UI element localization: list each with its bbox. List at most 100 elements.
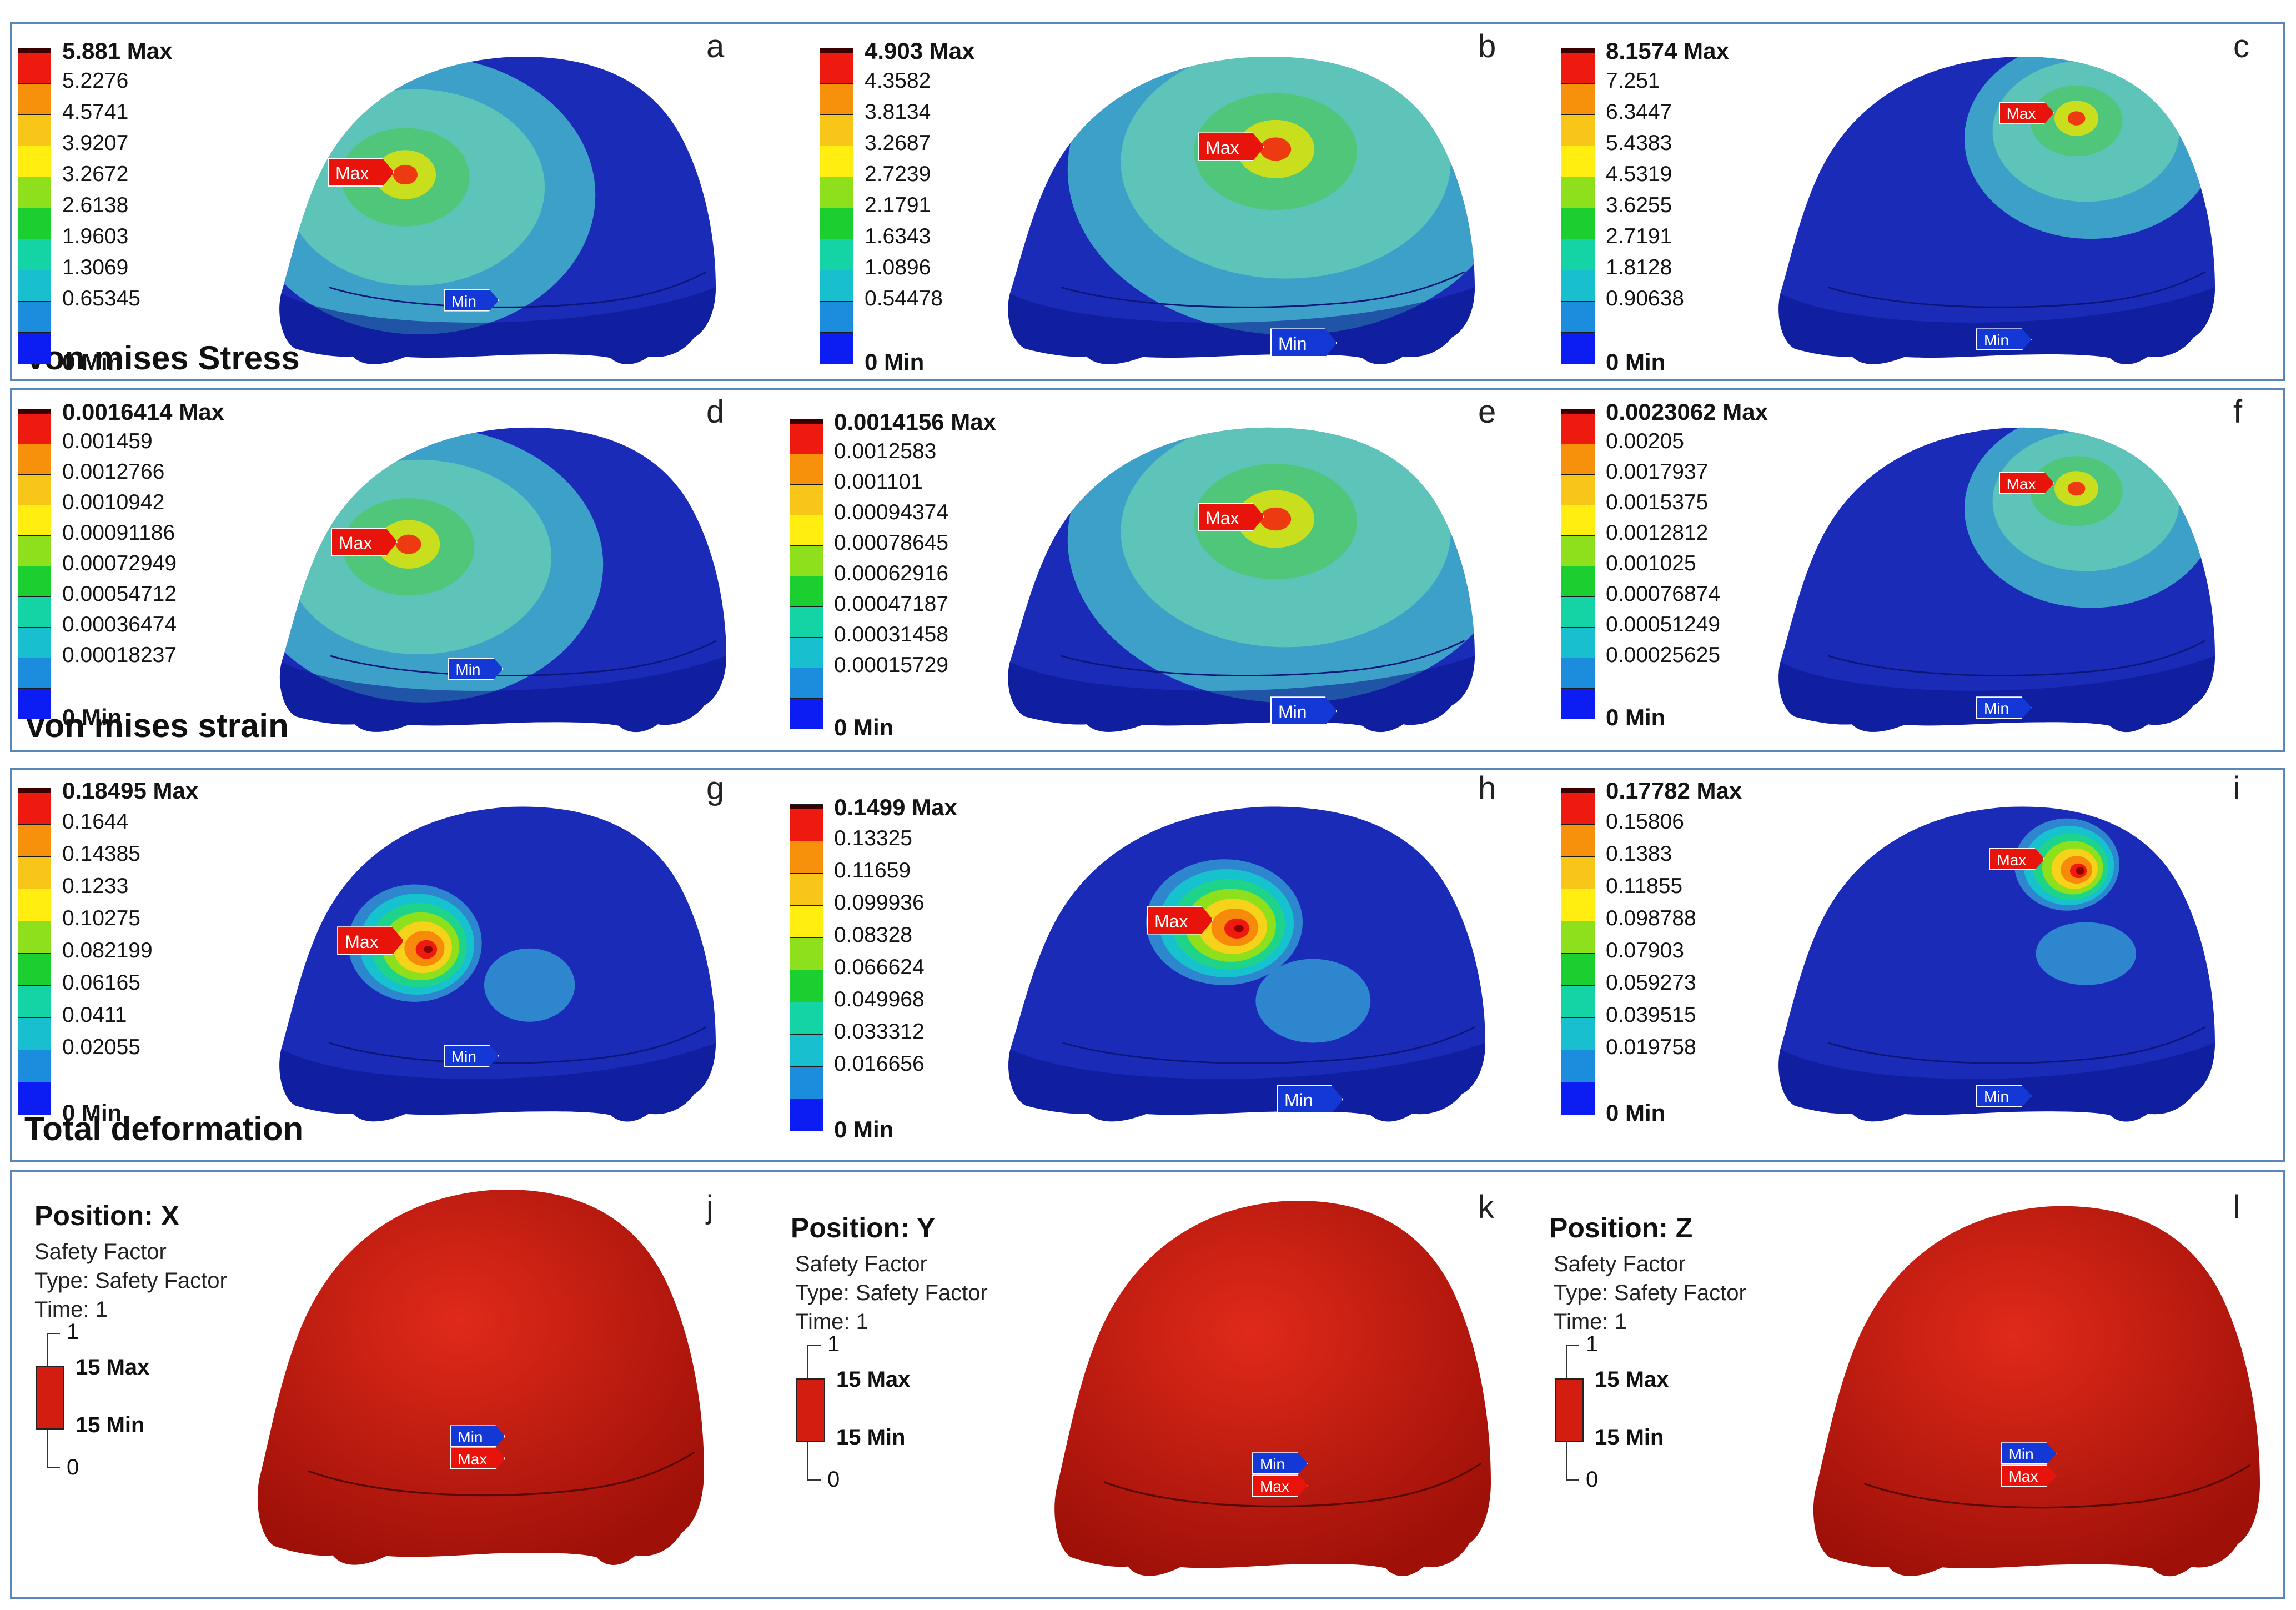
color-scale-legend [18,788,51,1115]
scale-block [1561,535,1595,566]
min-probe-tag: Min [1976,328,2032,351]
scale-block [790,576,823,607]
scale-block [790,905,823,938]
scale-label: 2.1791 [865,193,931,217]
scale-label: 3.6255 [1606,193,1672,217]
deformation-peak [424,945,433,954]
scale-max-label: 0.17782 Max [1606,778,1742,804]
skull-model [1778,806,2215,1122]
skull-model [279,427,726,733]
scale-label: 0.08328 [834,923,912,947]
panel-b: 4.903 Max 4.3582 3.8134 3.2687 2.7239 2.1791 1… [771,24,1529,380]
stress-peak [1260,137,1292,161]
safety-type: Type: Safety Factor [1554,1281,1746,1305]
scale-block [1561,688,1595,719]
tick-bottom-label: 0 [827,1467,840,1492]
skull-model [1778,427,2215,733]
scale-label: 3.9207 [62,131,129,155]
scale-block [18,52,51,84]
scale-block [18,332,51,364]
scale-block [820,114,853,146]
scale-label: 5.4383 [1606,131,1672,155]
scale-block [790,484,823,515]
skull-shadow [1008,287,1475,364]
scale-label: 0.1233 [62,874,129,898]
scale-block [18,83,51,115]
skull-model [257,1190,704,1565]
scale-block [18,1017,51,1050]
scale-label: 0.00018237 [62,643,177,667]
max-probe-tag: Max [1998,472,2054,494]
max-probe-tag: Max [1198,132,1265,162]
skull-model [1813,1206,2260,1577]
scale-label: 0.07903 [1606,939,1684,962]
max-probe-tag: Max [337,926,404,956]
scale-block [1561,824,1595,857]
scale-label: 0.06165 [62,971,140,995]
scale-block [18,658,51,689]
deformation-row: Total deformation 0.18495 Max 0.1644 0.143… [10,768,2285,1162]
scale-block [18,301,51,333]
panel-j: Position: X Safety Factor Type: Safety Fac… [12,1172,771,1598]
safety-title: Safety Factor [34,1240,167,1264]
max-probe-tag: Max [328,158,394,187]
scale-block [18,688,51,719]
skull-shadow [279,655,726,733]
scale-label: 0.65345 [62,287,140,310]
skull-surface [1054,1201,1491,1576]
scale-block [1561,505,1595,536]
scale-block [790,809,823,841]
scale-max-label: 0.1499 Max [834,794,957,820]
color-scale-legend [820,48,853,364]
panel-letter: e [1478,394,1496,430]
scale-block [1561,270,1595,302]
color-scale-legend [18,48,51,364]
deformation-zone [2036,922,2137,985]
color-scale-legend [1561,409,1595,719]
max-probe-tag: Max [1998,102,2054,124]
min-probe-tag: Min [443,289,499,312]
scale-label: 0.066624 [834,955,925,979]
scale-label: 4.5319 [1606,162,1672,186]
max-probe-tag: Max [1198,502,1265,531]
scale-block [18,505,51,536]
deformation-peak [1234,925,1244,932]
scale-block [18,239,51,270]
scale-block [1561,332,1595,364]
scale-block [18,921,51,954]
tick-top-label: 1 [1586,1332,1599,1356]
scale-label: 0.033312 [834,1020,925,1044]
min-probe-tag: Min [2001,1442,2057,1465]
scale-block [18,566,51,597]
scale-label: 0.019758 [1606,1035,1696,1059]
tick-bottom-label: 0 [67,1455,79,1479]
scale-label: 4.3582 [865,69,931,93]
tick-bottom-label: 0 [1586,1467,1599,1492]
scale-label: 0.10275 [62,906,140,930]
scale-block [1561,596,1595,628]
scale-block [18,177,51,208]
scale-max-label: 0.0016414 Max [62,399,224,425]
scale-label: 0.00205 [1606,429,1684,453]
safety-row: Position: X Safety Factor Type: Safety Fac… [10,1170,2285,1599]
strain-row: Von mises strain 0.0016414 Max 0.001459 0.… [10,388,2285,752]
max-probe-tag: Max [1147,905,1213,935]
scale-block [18,270,51,302]
safety-time: Time: 1 [795,1310,868,1334]
safety-max-label: 15 Max [836,1367,911,1392]
safety-time: Time: 1 [34,1297,108,1322]
min-probe-tag: Min [1277,1085,1343,1114]
scale-block [18,413,51,444]
scale-max-marker [790,804,823,809]
scale-block [1561,1050,1595,1082]
scale-label: 3.2687 [865,131,931,155]
scale-block [18,889,51,921]
scale-block [820,239,853,270]
position-heading: Position: X [34,1200,180,1231]
skull-model [1778,57,2215,364]
scale-max-marker [820,48,853,53]
scale-max-marker [1561,788,1595,793]
scale-block [1561,146,1595,177]
scale-min-label: 0 Min [62,349,122,375]
scale-block [820,177,853,208]
